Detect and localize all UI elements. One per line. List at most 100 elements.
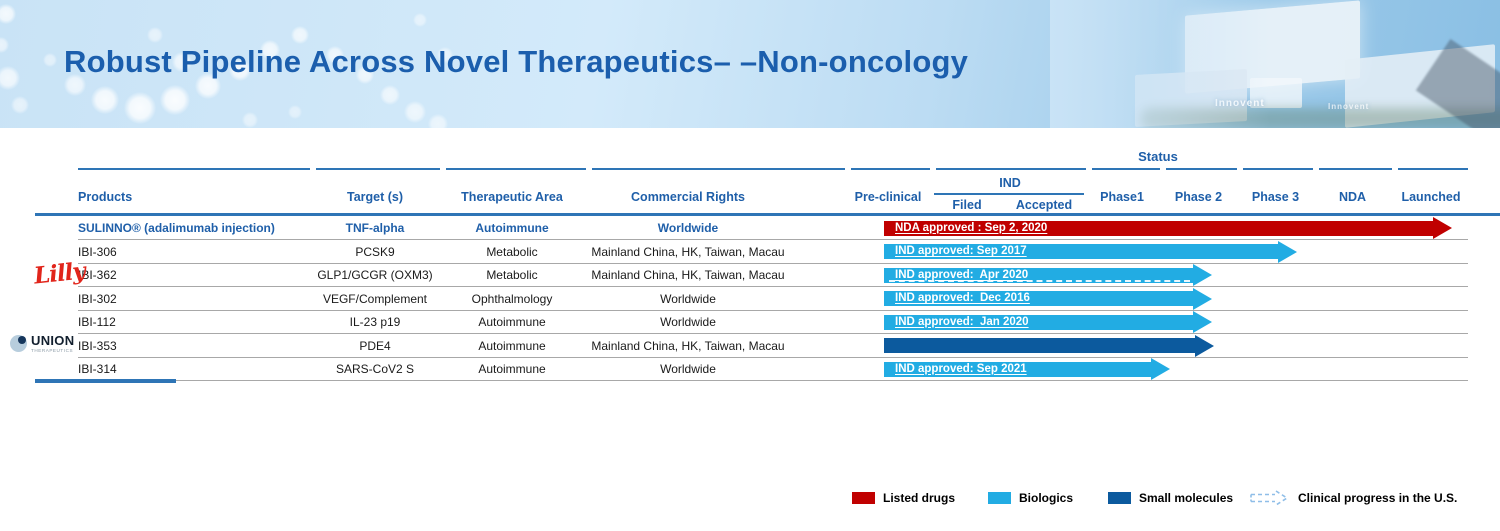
row-separator-line [78, 380, 1468, 381]
target-cell: TNF-alpha [345, 221, 405, 236]
bokeh-dot [428, 114, 448, 128]
target-cell: GLP1/GCGR (OXM3) [317, 268, 433, 283]
arrow-head [1278, 240, 1297, 263]
therapeutic-area-cell: Autoimmune [478, 338, 546, 353]
header-rule-segment [1166, 168, 1237, 170]
bokeh-dot [326, 46, 344, 64]
arrow-body [884, 244, 1278, 260]
legend-label: Biologics [1019, 491, 1074, 505]
bokeh-dot [413, 13, 427, 27]
product-name: IBI-353 [78, 338, 117, 353]
header-divider-line [35, 213, 1500, 216]
status-group-header: Status [1138, 149, 1178, 164]
commercial-rights-cell: Mainland China, HK, Taiwan, Macau [591, 268, 785, 283]
target-cell: PDE4 [359, 338, 391, 353]
bokeh-dot [242, 112, 258, 128]
header-rule-segment [1398, 168, 1468, 170]
ind-underline [934, 193, 1084, 195]
bottom-accent-line [35, 379, 176, 383]
bokeh-dot [64, 74, 86, 96]
commercial-rights-cell: Worldwide [660, 362, 716, 377]
therapeutic-area-cell: Autoimmune [478, 315, 546, 330]
page-title: Robust Pipeline Across Novel Therapeutic… [64, 44, 969, 79]
product-name: IBI-112 [78, 315, 116, 330]
legend-label: Clinical progress in the U.S. [1298, 491, 1458, 505]
union-logo-name: UNION [31, 333, 75, 348]
col-header-products: Products [78, 190, 133, 204]
bokeh-dot [0, 4, 16, 24]
campus-fade [1050, 0, 1270, 128]
bokeh-dot [0, 37, 9, 53]
arrow-head [1193, 287, 1212, 310]
col-header-ind: IND [999, 176, 1021, 190]
bokeh-dot [195, 73, 221, 99]
header-rule-segment [592, 168, 845, 170]
progress-arrow [884, 334, 1214, 357]
arrow-head [1195, 334, 1214, 357]
table-row: SULINNO® (adalimumab injection) TNF-alph… [0, 220, 1500, 236]
target-cell: VEGF/Complement [322, 291, 428, 306]
col-header-ind-filed: Filed [952, 198, 982, 212]
col-header-ind-accepted: Accepted [1015, 198, 1073, 212]
arrow-body [884, 314, 1193, 330]
product-name: IBI-362 [78, 268, 117, 283]
bokeh-dot [229, 59, 251, 81]
row-separator-line [78, 356, 1468, 358]
bokeh-dot [124, 92, 156, 124]
table-row: IBI-362 GLP1/GCGR (OXM3) Metabolic Mainl… [0, 267, 1500, 283]
arrow-label: NDA approved : Sep 2, 2020 [895, 221, 1048, 234]
bokeh-dot [147, 27, 163, 43]
hero-band: Innovent Innovent Robust Pipeline Across… [0, 0, 1500, 128]
therapeutic-area-cell: Ophthalmology [471, 291, 553, 306]
arrow-head [1193, 264, 1212, 287]
arrow-body [884, 267, 1193, 283]
header-rule-segment [1092, 168, 1160, 170]
campus-illustration: Innovent Innovent [1050, 0, 1500, 128]
biologics-swatch [988, 492, 1011, 504]
header-rule-segment [316, 168, 440, 170]
col-header-launched: Launched [1401, 190, 1461, 204]
arrow-body [884, 361, 1151, 377]
listed-drugs-swatch [852, 492, 875, 504]
progress-arrow: IND approved: Apr 2020 [884, 264, 1212, 287]
arrow-head [1151, 358, 1170, 381]
arrow-label: IND approved: Sep 2021 [895, 362, 1027, 375]
bokeh-dot [260, 40, 280, 60]
legend-label: Listed drugs [883, 491, 956, 505]
union-logo-sub: THERAPEUTICS [31, 347, 74, 353]
legend-label: Small molecules [1139, 491, 1234, 505]
lilly-logo: Lilly [32, 257, 87, 290]
table-row: IBI-353 PDE4 Autoimmune Mainland China, … [0, 338, 1500, 354]
col-header-phase1: Phase1 [1100, 190, 1144, 204]
bokeh-dot [288, 105, 302, 119]
header-rule-segment [936, 168, 1086, 170]
bokeh-dot [160, 85, 190, 115]
bokeh-dot [380, 85, 400, 105]
bokeh-dot [437, 47, 453, 63]
bokeh-dot [11, 96, 29, 114]
therapeutic-area-cell: Metabolic [486, 244, 538, 259]
col-header-nda: NDA [1338, 190, 1367, 204]
arrow-body [884, 220, 1433, 236]
header-rule-segment [1319, 168, 1392, 170]
row-separator-line [78, 239, 1468, 240]
table-row: IBI-112 IL-23 p19 Autoimmune Worldwide [0, 314, 1500, 330]
col-header-preclinical: Pre-clinical [854, 190, 922, 204]
product-name: SULINNO® (adalimumab injection) [78, 221, 275, 236]
small-molecules-swatch [1108, 492, 1131, 504]
legend-biologics: Biologics [988, 490, 1073, 506]
product-name: IBI-314 [78, 362, 117, 377]
arrow-label: IND approved: Dec 2016 [895, 292, 1030, 305]
bokeh-dot [43, 53, 57, 67]
commercial-rights-cell: Worldwide [660, 315, 716, 330]
col-header-phase3: Phase 3 [1251, 190, 1300, 204]
therapeutic-area-cell: Autoimmune [478, 362, 546, 377]
target-cell: IL-23 p19 [349, 315, 401, 330]
header-rule-segment [851, 168, 930, 170]
col-header-therapeutic-area: Therapeutic Area [461, 190, 563, 204]
commercial-rights-cell: Worldwide [660, 291, 716, 306]
legend-listed-drugs: Listed drugs [852, 490, 955, 506]
col-header-target: Target (s) [346, 190, 404, 204]
commercial-rights-cell: Mainland China, HK, Taiwan, Macau [591, 244, 785, 259]
row-separator-line [78, 309, 1468, 311]
